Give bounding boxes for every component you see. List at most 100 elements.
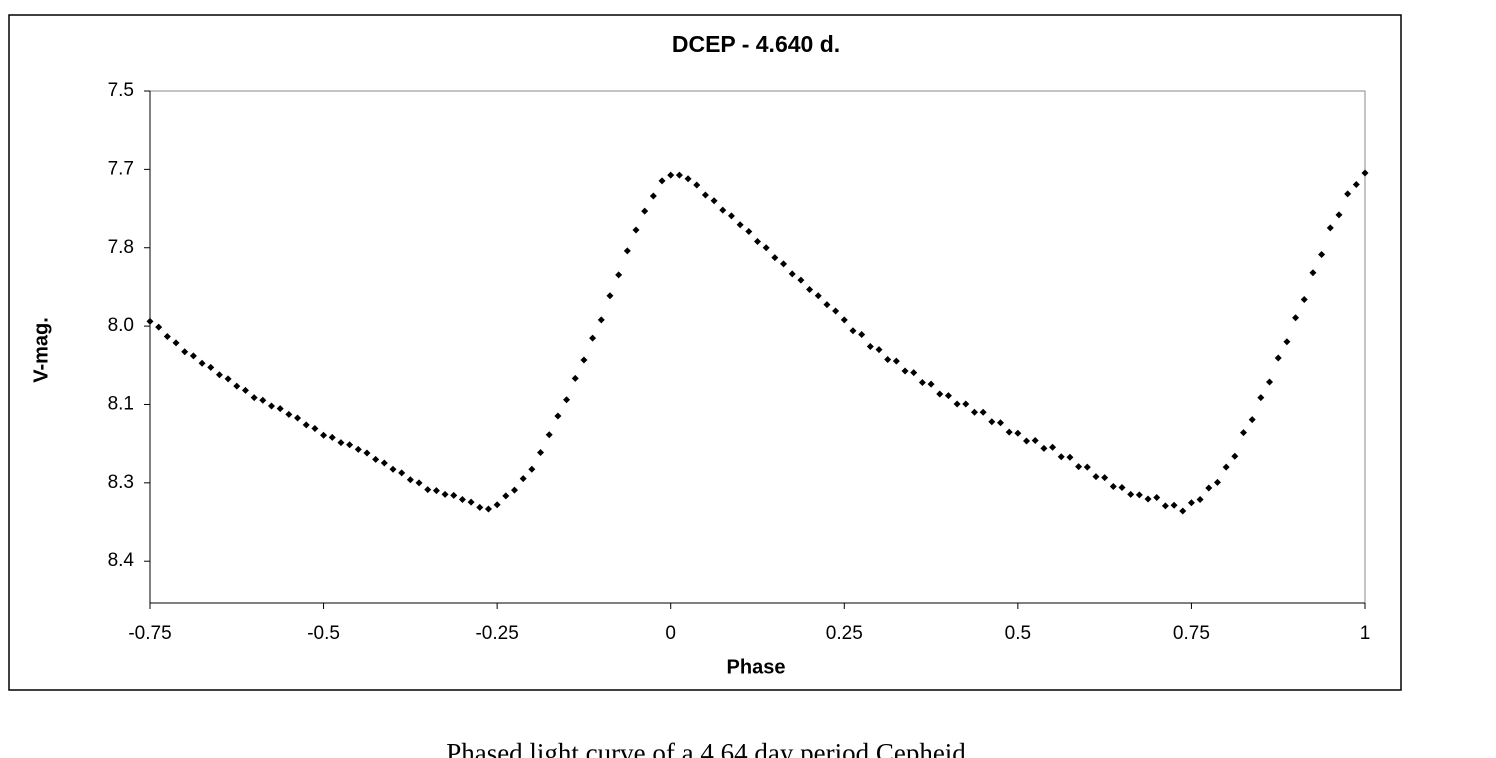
data-point [311,425,319,433]
data-point [302,421,310,429]
y-tick-label: 8.4 [108,550,135,571]
data-point [719,206,727,214]
data-point [415,479,423,487]
data-point [189,352,197,360]
y-tick-label: 8.3 [108,472,134,493]
data-point [997,419,1004,427]
data-point [1187,499,1195,507]
data-point [780,260,788,268]
data-point [1292,314,1300,322]
data-point [198,359,206,367]
data-point [1196,496,1204,504]
data-point [806,286,814,294]
data-point [406,476,414,484]
data-point [736,221,744,229]
data-point [1205,484,1213,492]
data-point [181,348,189,356]
data-point [1344,190,1352,198]
data-point [1031,437,1039,445]
data-point [224,375,232,383]
y-tick-label: 8.0 [108,315,134,336]
data-point [155,323,163,331]
data-point [953,400,961,408]
data-point [823,301,831,309]
data-point [519,475,527,483]
data-point [380,459,388,467]
data-point [268,402,275,410]
data-point [858,330,866,338]
data-point [1361,169,1369,177]
data-point [328,433,336,441]
x-tick-label: -0.75 [128,623,171,644]
data-point [233,382,241,390]
data-point [1283,338,1291,346]
data-point [241,386,249,394]
data-point [511,486,518,494]
x-tick-label: -0.25 [475,623,518,644]
data-point [337,439,345,447]
data-point [1274,354,1282,362]
data-point [615,271,623,279]
data-point [1023,437,1031,445]
data-point [1213,478,1221,486]
data-point [1300,295,1308,303]
chart-frame [8,14,1402,691]
data-point [667,171,675,179]
data-point [1109,482,1117,490]
data-point [476,503,484,511]
x-tick-label: 0.25 [826,623,863,644]
data-point [927,380,935,388]
data-point [1092,473,1100,481]
data-point [372,455,380,463]
data-point [1118,484,1126,492]
data-point [1075,463,1083,471]
data-point [788,270,796,278]
data-point [1057,453,1065,461]
data-point [1014,429,1022,437]
x-tick-label: 1 [1360,623,1371,644]
caption: Phased light curve of a 4.64 day period … [446,738,966,758]
y-tick-label: 8.1 [108,393,134,414]
data-point [172,339,180,347]
data-point [901,367,909,375]
data-point [285,410,293,418]
data-point [1257,394,1265,402]
data-point [432,487,440,495]
data-point [892,357,900,365]
data-point [910,369,918,377]
data-point [1179,507,1187,515]
y-axis-label: V-mag. [30,317,52,383]
data-point [571,374,579,382]
data-point [467,498,475,506]
data-point [1335,211,1343,219]
data-point [1231,452,1239,460]
data-point [554,412,562,420]
data-point [727,212,735,220]
data-point [259,396,267,404]
data-point [814,292,822,300]
data-point [623,247,631,255]
data-point [962,400,970,408]
data-point [745,228,753,236]
data-point [1153,493,1161,501]
data-point [276,405,284,413]
data-point [658,177,666,185]
data-point [1222,463,1230,471]
data-point [320,431,328,439]
data-point [1083,463,1091,471]
data-point [1352,181,1360,189]
data-point [163,333,171,341]
data-point [389,465,397,473]
data-point [1326,224,1334,232]
data-point [545,431,553,439]
data-point [918,379,926,387]
data-point [354,445,362,453]
data-point [215,371,223,379]
data-point [710,197,718,205]
data-point [797,276,805,284]
data-point [1170,501,1178,509]
data-point [988,418,996,426]
data-point [1040,444,1048,452]
x-tick-label: -0.5 [307,623,340,644]
